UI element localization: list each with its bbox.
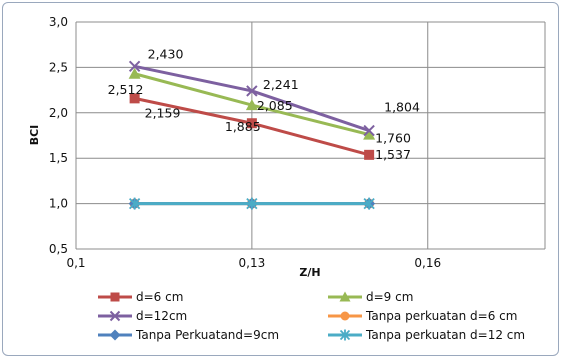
legend-item-tanpa-perkuatan-d-12-cm: Tanpa perkuatan d=12 cm xyxy=(328,328,525,342)
data-point xyxy=(246,85,258,97)
data-label: 1,760 xyxy=(375,131,411,146)
y-tick-label: 0,5 xyxy=(49,242,68,256)
data-label: 1,885 xyxy=(225,119,261,134)
legend-item-tanpa-perkuatan-d-6-cm: Tanpa perkuatan d=6 cm xyxy=(328,309,517,323)
data-label: 2,430 xyxy=(148,46,184,61)
y-tick-label: 1,5 xyxy=(49,151,68,165)
legend-item-d-6-cm: d=6 cm xyxy=(98,290,183,304)
data-label: 2,085 xyxy=(257,98,293,113)
series-d-9-cm xyxy=(128,67,376,140)
legend: d=6 cm d=9 cm d=12cm Tanpa perkuatan d=6 cm… xyxy=(98,290,525,342)
y-axis-ticks: 0,5 1,0 1,5 2,0 2,5 3,0 xyxy=(49,15,68,256)
legend-marker xyxy=(340,311,350,321)
data-point xyxy=(128,60,141,73)
legend-label: Tanpa Perkuatand=9cm xyxy=(135,328,279,342)
data-point xyxy=(245,99,258,111)
data-point xyxy=(128,67,141,79)
series-layer xyxy=(128,60,376,210)
y-tick-label: 1,0 xyxy=(49,197,68,211)
data-point xyxy=(246,118,257,129)
legend-marker xyxy=(109,310,121,322)
data-point xyxy=(363,128,376,140)
y-tick-label: 2,5 xyxy=(49,60,68,74)
data-label: 2,512 xyxy=(108,82,144,97)
legend-label: d=12cm xyxy=(136,309,187,323)
data-label: 1,804 xyxy=(384,100,420,115)
x-axis-ticks: 0,1 0,13 0,16 xyxy=(66,256,441,270)
y-tick-label: 2,0 xyxy=(49,106,68,120)
legend-label: d=9 cm xyxy=(366,290,413,304)
data-label: 2,159 xyxy=(145,105,181,120)
x-tick-label: 0,13 xyxy=(239,256,266,270)
legend-item-d-9-cm: d=9 cm xyxy=(328,290,413,304)
legend-item-d-12cm: d=12cm xyxy=(98,309,187,323)
legend-marker xyxy=(339,291,351,302)
data-label: 2,241 xyxy=(263,77,299,92)
legend-item-tanpa-perkuatand-9cm: Tanpa Perkuatand=9cm xyxy=(98,328,279,342)
legend-label: d=6 cm xyxy=(136,290,183,304)
data-point xyxy=(128,197,141,210)
data-label: 1,537 xyxy=(375,147,411,162)
legend-label: Tanpa perkuatan d=6 cm xyxy=(365,309,517,323)
x-tick-label: 0,16 xyxy=(414,256,441,270)
data-point xyxy=(363,197,375,210)
gridlines xyxy=(75,21,546,250)
y-axis-title: BCI xyxy=(28,125,41,146)
data-point xyxy=(363,124,375,137)
legend-marker xyxy=(339,329,351,341)
series-d-6-cm xyxy=(129,93,375,160)
data-point xyxy=(246,197,258,210)
legend-label: Tanpa perkuatan d=12 cm xyxy=(365,328,525,342)
data-point xyxy=(364,149,375,160)
legend-marker xyxy=(109,329,121,341)
series-d-12cm xyxy=(128,60,375,137)
data-point xyxy=(129,93,140,104)
legend-marker xyxy=(110,292,120,302)
y-tick-label: 3,0 xyxy=(49,15,68,29)
data-labels: 2,159 1,885 1,537 2,512 2,085 1,760 2,430 2,241… xyxy=(108,46,420,162)
series-tanpa-perkuatan-d-12-cm xyxy=(128,197,375,210)
x-axis-title: Z/H xyxy=(299,266,320,279)
x-tick-label: 0,1 xyxy=(66,256,85,270)
